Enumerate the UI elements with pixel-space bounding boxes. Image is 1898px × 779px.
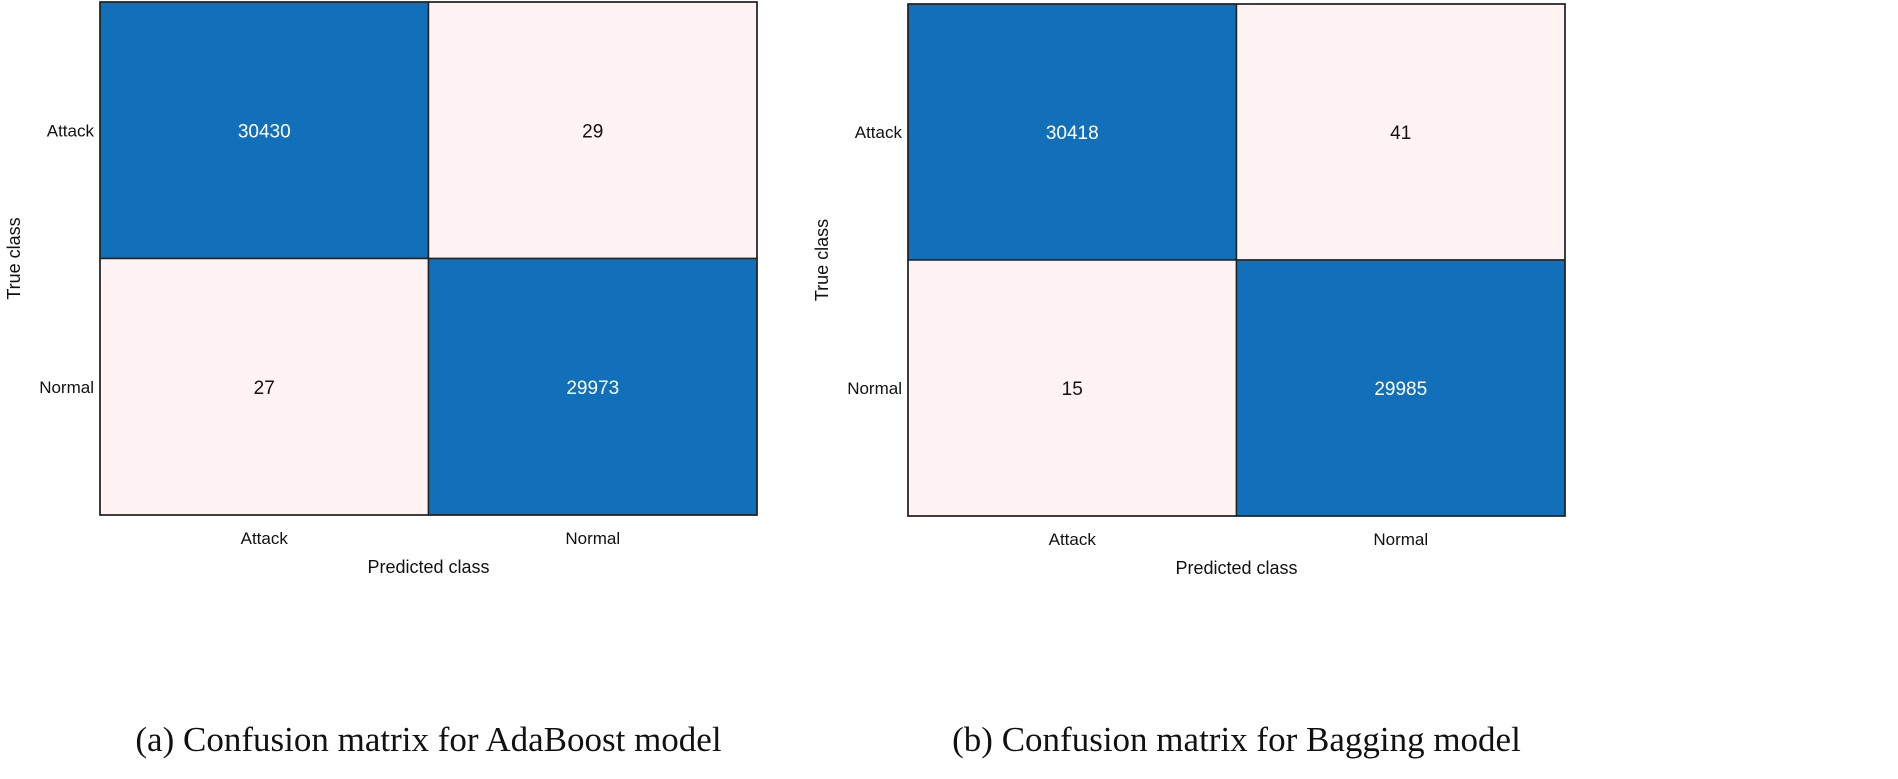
y-axis-label-adaboost: True class bbox=[4, 217, 24, 299]
cell-value-adaboost-r0-c1: 29 bbox=[582, 121, 603, 142]
cell-value-adaboost-r1-c1: 29973 bbox=[566, 378, 619, 399]
cell-value-adaboost-r1-c0: 27 bbox=[254, 378, 275, 399]
y-axis-label-bagging: True class bbox=[812, 219, 832, 301]
caption-adaboost: (a) Confusion matrix for AdaBoost model bbox=[135, 720, 722, 759]
cell-value-adaboost-r0-c0: 30430 bbox=[238, 121, 291, 142]
cell-value-bagging-r1-c1: 29985 bbox=[1374, 379, 1427, 400]
x-axis-label-bagging: Predicted class bbox=[1175, 558, 1297, 578]
cell-bagging-r1-c1 bbox=[1235, 259, 1566, 517]
col-label-adaboost-0: Attack bbox=[241, 529, 289, 548]
cell-bagging-r0-c1 bbox=[1235, 3, 1566, 261]
caption-bagging: (b) Confusion matrix for Bagging model bbox=[952, 720, 1521, 759]
col-label-adaboost-1: Normal bbox=[565, 529, 620, 548]
cell-adaboost-r0-c0 bbox=[99, 1, 430, 260]
cell-value-bagging-r0-c1: 41 bbox=[1390, 123, 1411, 144]
col-label-bagging-0: Attack bbox=[1049, 530, 1097, 549]
col-label-bagging-1: Normal bbox=[1373, 530, 1428, 549]
plot-border-adaboost bbox=[99, 1, 758, 516]
row-label-bagging-1: Normal bbox=[847, 379, 902, 398]
cell-adaboost-r1-c1 bbox=[427, 257, 758, 516]
cell-adaboost-r1-c0 bbox=[99, 257, 430, 516]
x-axis-label-adaboost: Predicted class bbox=[367, 557, 489, 577]
row-label-adaboost-0: Attack bbox=[47, 121, 95, 140]
plot-border-bagging bbox=[907, 3, 1566, 517]
row-label-adaboost-1: Normal bbox=[39, 378, 94, 397]
cell-adaboost-r0-c1 bbox=[427, 1, 758, 260]
cell-value-bagging-r0-c0: 30418 bbox=[1046, 123, 1099, 144]
confusion-matrix-adaboost: 30430 29 27 29973 Attack Normal Attack Normal Pr… bbox=[4, 1, 758, 577]
figure-bagging: 30418 41 15 29985 Attack Normal Attack Normal Pr… bbox=[808, 0, 1898, 779]
row-label-bagging-0: Attack bbox=[855, 123, 903, 142]
figure-adaboost: 30430 29 27 29973 Attack Normal Attack Normal Pr… bbox=[4, 1, 758, 759]
cell-value-bagging-r1-c0: 15 bbox=[1062, 379, 1083, 400]
confusion-matrix-bagging: 30418 41 15 29985 Attack Normal Attack Normal Pr… bbox=[812, 3, 1566, 578]
